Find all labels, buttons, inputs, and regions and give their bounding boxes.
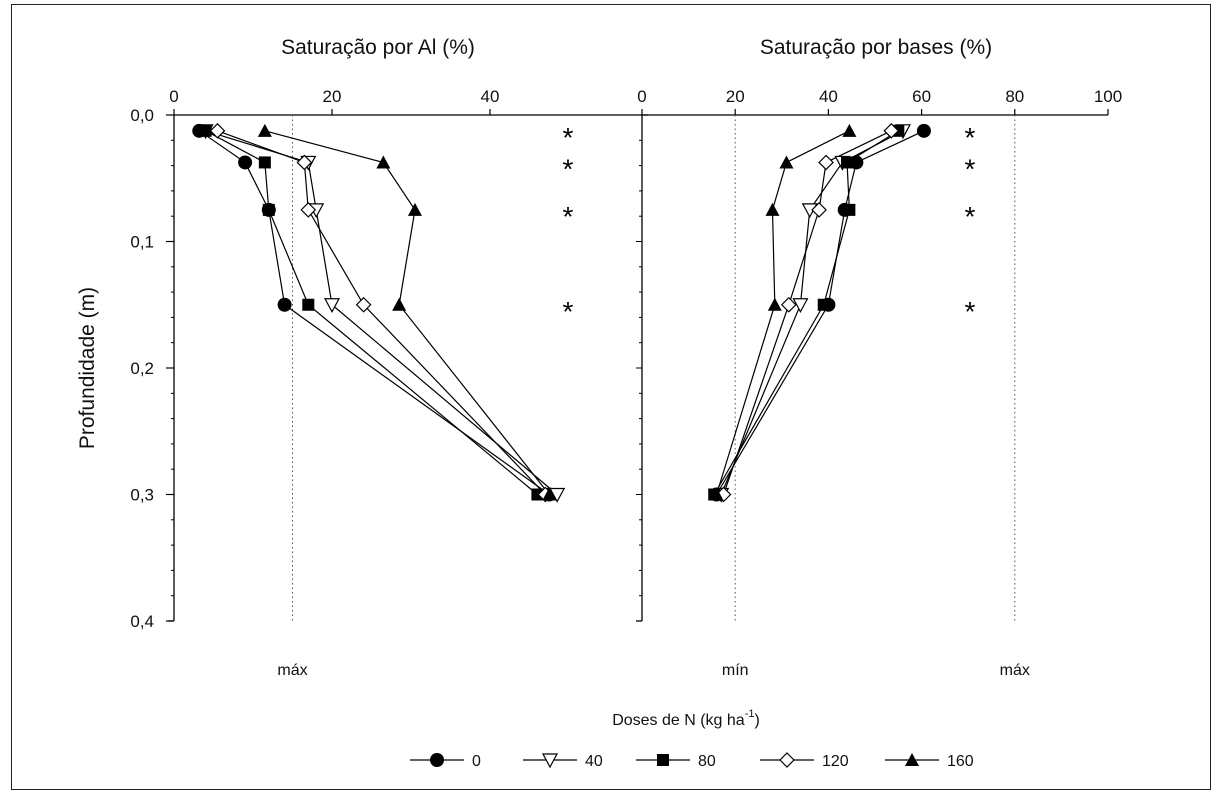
al-reference-label: máx: [277, 662, 307, 679]
al-point-80: [302, 298, 315, 311]
al-significance-marker: *: [563, 201, 574, 232]
bases-x-tick-label: 20: [726, 87, 745, 106]
legend-marker-80: [657, 754, 669, 766]
al-significance-marker: *: [563, 296, 574, 327]
al-series-line-160: [264, 130, 550, 495]
chart-base-saturation: Saturação por bases (%) 0 20 40 60 80 100 mín m…: [636, 36, 1122, 679]
al-point-80: [258, 156, 271, 169]
al-point-80: [531, 488, 544, 501]
al-x-tick-label: 40: [481, 87, 500, 106]
bases-point-80: [843, 203, 856, 216]
bases-significance-marker: *: [965, 122, 976, 153]
al-series-line-40: [205, 130, 558, 495]
legend-marker-120: [779, 752, 795, 768]
bases-x-tick-label: 40: [819, 87, 838, 106]
bases-significance-marker: *: [965, 201, 976, 232]
legend-label-40: 40: [585, 753, 603, 770]
figure-frame: [11, 4, 1211, 790]
al-point-120: [296, 154, 313, 171]
legend-title-close: ): [754, 712, 759, 729]
al-point-0: [238, 155, 253, 170]
al-y-tick-label: 0,1: [130, 233, 154, 252]
bases-point-160: [767, 297, 782, 311]
al-point-80: [262, 203, 275, 216]
bases-point-120: [811, 202, 827, 218]
bases-reference-label: mín: [722, 662, 749, 679]
al-y-tick-label: 0,0: [130, 106, 154, 125]
bases-significance-marker: *: [965, 296, 976, 327]
al-point-40: [323, 298, 341, 314]
al-point-160: [407, 202, 422, 216]
bases-x-tick-label: 60: [912, 87, 931, 106]
legend-marker-40: [541, 753, 559, 769]
y-axis-label: Profundidade (m): [76, 287, 99, 449]
al-point-160: [542, 487, 557, 501]
bases-point-160: [765, 202, 780, 216]
legend-title-superscript: -1: [745, 708, 755, 720]
bases-point-0: [916, 123, 931, 138]
chart-al-saturation: Saturação por Al (%) Profundidade (m) 0 2…: [76, 36, 648, 679]
legend-label-160: 160: [947, 753, 974, 770]
al-point-160: [257, 123, 272, 137]
al-point-160: [392, 297, 407, 311]
bases-point-40: [792, 298, 809, 314]
bases-point-120: [883, 122, 900, 139]
legend-label-120: 120: [822, 753, 849, 770]
legend-label-0: 0: [472, 753, 481, 770]
bases-point-160: [842, 123, 857, 137]
bases-x-tick-label: 0: [637, 87, 646, 106]
bases-chart-title: Saturação por bases (%): [760, 36, 992, 59]
al-x-tick-label: 20: [323, 87, 342, 106]
al-point-120: [300, 202, 317, 218]
legend-marker-160: [905, 753, 919, 766]
bases-series-line-0: [716, 130, 925, 495]
al-chart-title: Saturação por Al (%): [281, 36, 475, 59]
bases-point-120: [818, 154, 834, 171]
al-y-tick-label: 0,3: [130, 486, 154, 505]
legend: Doses de N (kg ha-1) 0 40 80 120 160: [410, 708, 974, 770]
al-point-120: [209, 122, 226, 139]
al-y-tick-label: 0,4: [130, 612, 154, 631]
legend-title-main: Doses de N (kg ha: [612, 712, 745, 729]
legend-marker-0: [430, 753, 444, 767]
bases-x-tick-label: 100: [1094, 87, 1122, 106]
al-y-tick-label: 0,2: [130, 359, 154, 378]
al-point-120: [355, 296, 372, 313]
bases-point-160: [709, 487, 724, 501]
al-x-tick-label: 0: [169, 87, 178, 106]
legend-title: Doses de N (kg ha-1): [612, 708, 760, 729]
bases-point-160: [779, 155, 794, 169]
al-point-80: [199, 124, 212, 137]
bases-series-line-160: [715, 130, 850, 495]
al-point-160: [376, 155, 391, 169]
bases-significance-marker: *: [965, 153, 976, 184]
bases-point-120: [780, 296, 797, 313]
al-point-0: [277, 297, 292, 312]
bases-reference-label: máx: [1000, 662, 1030, 679]
bases-point-80: [841, 156, 854, 169]
legend-label-80: 80: [698, 753, 716, 770]
bases-point-80: [817, 298, 830, 311]
al-point-40: [549, 487, 566, 503]
bases-x-tick-label: 80: [1005, 87, 1024, 106]
al-significance-marker: *: [563, 122, 574, 153]
al-significance-marker: *: [563, 153, 574, 184]
al-series-line-0: [198, 130, 550, 495]
